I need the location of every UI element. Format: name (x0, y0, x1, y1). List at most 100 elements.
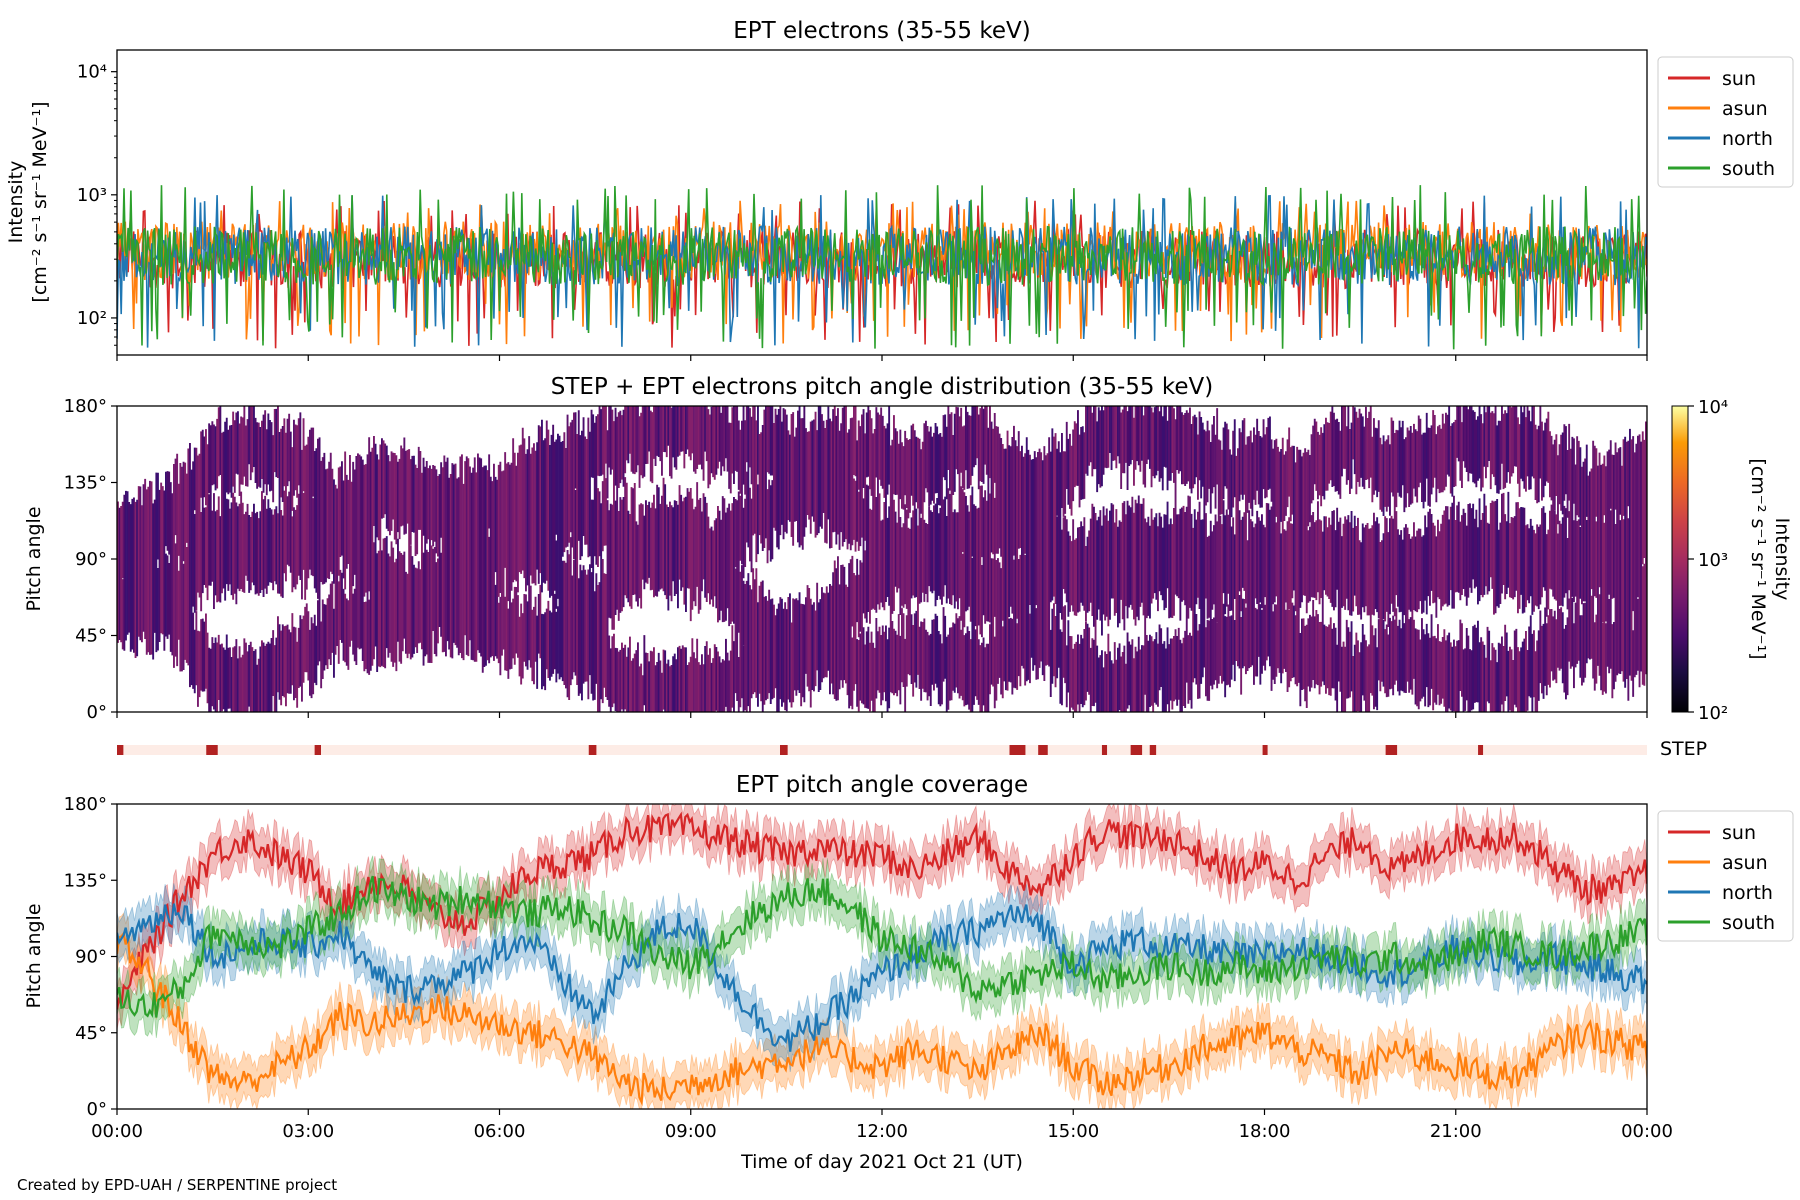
heatmap-column (1600, 464, 1603, 691)
heatmap-column (299, 412, 302, 687)
heatmap-column (1584, 458, 1587, 678)
heatmap-column (945, 426, 948, 712)
heatmap-column (184, 462, 187, 660)
heatmap-column (742, 406, 745, 712)
heatmap-column (1510, 407, 1513, 712)
heatmap-column (1273, 440, 1276, 684)
heatmap-column (437, 476, 439, 644)
heatmap-column (557, 433, 559, 674)
heatmap-column (257, 422, 260, 712)
heatmap-column (537, 425, 540, 654)
heatmap-column (689, 406, 692, 712)
heatmap-column (1153, 407, 1156, 703)
heatmap-column (1205, 431, 1207, 697)
heatmap-column (1237, 448, 1239, 667)
heatmap-column (473, 457, 476, 662)
heatmap-column (702, 406, 705, 712)
heatmap-column (1069, 433, 1071, 712)
heatmap-column (712, 406, 715, 712)
heatmap-column (427, 468, 430, 663)
heatmap-column (1574, 464, 1577, 668)
heatmap-column (944, 414, 947, 679)
step-bar (1149, 745, 1157, 755)
heatmap-column (549, 445, 551, 681)
heatmap-column (1581, 466, 1583, 686)
heatmap-column (289, 431, 292, 694)
colorbar-label-line1: Intensity (1771, 518, 1793, 601)
y-tick-label: 90° (75, 947, 107, 968)
heatmap-column (1390, 417, 1393, 689)
heatmap-column (200, 431, 203, 691)
heatmap-column (1270, 439, 1273, 691)
heatmap-column (285, 432, 287, 707)
heatmap-column (595, 416, 598, 684)
heatmap-column (1352, 406, 1355, 712)
heatmap-column (1088, 406, 1091, 695)
heatmap-column (341, 461, 343, 643)
heatmap-column (150, 481, 153, 655)
heatmap-column (181, 466, 183, 672)
heatmap-column (1605, 466, 1607, 694)
x-tick-label: 03:00 (282, 1121, 334, 1142)
heatmap-column (902, 446, 905, 687)
heatmap-column (649, 410, 652, 712)
panel4-x-axis: 00:00 03:00 06:00 09:00 12:00 15:00 18:00 21:00… (91, 1109, 1673, 1142)
heatmap-column (608, 406, 611, 707)
heatmap-column (1536, 429, 1539, 712)
pitch-angle-heatmap (117, 406, 1647, 712)
y-tick-label: 45° (75, 1023, 107, 1044)
heatmap-column (560, 442, 563, 678)
heatmap-column (513, 452, 516, 665)
heatmap-column (686, 406, 689, 712)
heatmap-column (169, 482, 172, 652)
heatmap-column (392, 452, 395, 667)
heatmap-column (851, 417, 854, 710)
heatmap-column (176, 453, 179, 667)
heatmap-column (833, 406, 836, 699)
heatmap-column (369, 451, 372, 671)
heatmap-column (987, 427, 990, 712)
heatmap-column (1137, 406, 1140, 712)
heatmap-column (1440, 428, 1443, 704)
heatmap-column (635, 406, 638, 712)
colorbar-tick-label: 10⁴ (1698, 397, 1728, 418)
heatmap-column (1291, 445, 1294, 678)
heatmap-column (1307, 449, 1310, 687)
heatmap-column (897, 443, 900, 691)
heatmap-column (443, 455, 446, 652)
heatmap-column (174, 458, 177, 657)
heatmap-column (189, 443, 191, 688)
heatmap-column (1345, 426, 1348, 699)
heatmap-column (1005, 448, 1007, 691)
heatmap-column (621, 415, 623, 710)
heatmap-column (1489, 412, 1492, 712)
heatmap-column (638, 416, 641, 712)
heatmap-column (1515, 406, 1518, 708)
heatmap-column (952, 435, 955, 691)
step-bar (1262, 745, 1268, 755)
heatmap-column (177, 483, 180, 640)
heatmap-column (1085, 406, 1087, 701)
heatmap-column (1065, 421, 1068, 708)
heatmap-column (985, 406, 988, 712)
heatmap-column (848, 429, 851, 709)
heatmap-column (968, 415, 971, 710)
heatmap-column (1235, 455, 1238, 661)
heatmap-column (1149, 406, 1151, 707)
heatmap-column (696, 406, 699, 712)
heatmap-column (1579, 447, 1582, 678)
heatmap-column (678, 406, 681, 712)
heatmap-column (808, 431, 811, 692)
heatmap-column (1625, 441, 1628, 679)
legend-label-north: north (1722, 128, 1773, 150)
heatmap-column (1481, 423, 1484, 712)
heatmap-column (918, 438, 921, 689)
heatmap-column (221, 432, 223, 712)
heatmap-column (1326, 422, 1329, 689)
heatmap-column (374, 443, 377, 647)
heatmap-column (1379, 437, 1382, 692)
heatmap-column (885, 428, 887, 702)
heatmap-column (344, 451, 347, 663)
heatmap-column (331, 468, 334, 653)
legend-label-asun: asun (1722, 852, 1768, 874)
